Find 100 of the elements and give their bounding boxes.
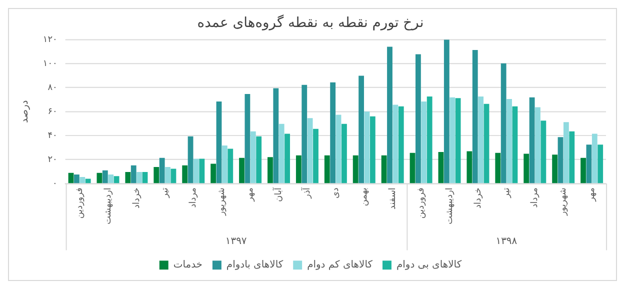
bar bbox=[416, 54, 421, 184]
bar bbox=[74, 174, 80, 184]
y-tick-label: ۶۰ bbox=[48, 106, 58, 117]
bar bbox=[450, 97, 456, 184]
bar bbox=[370, 116, 376, 184]
legend-label: کالاهای کم دوام bbox=[307, 260, 373, 271]
bar bbox=[598, 144, 604, 184]
bar bbox=[239, 158, 244, 184]
bar bbox=[330, 82, 336, 184]
bar bbox=[114, 176, 120, 184]
bar bbox=[569, 131, 575, 184]
x-tick-label: فروردین bbox=[74, 188, 85, 219]
bar bbox=[278, 124, 284, 184]
x-tick-label: اردیبهشت bbox=[103, 188, 114, 224]
bar bbox=[540, 120, 546, 184]
y-tick-label: ۸۰ bbox=[48, 82, 58, 93]
bar bbox=[336, 114, 342, 184]
bar bbox=[524, 154, 530, 184]
x-tick-label: آبان bbox=[272, 187, 284, 202]
text: ۱۳۹۷ bbox=[225, 236, 248, 247]
x-tick-label: آذر bbox=[300, 187, 313, 200]
x-tick-label: مرداد bbox=[530, 187, 540, 208]
bar bbox=[426, 96, 432, 184]
bar bbox=[392, 104, 398, 184]
bar bbox=[216, 102, 222, 184]
bar bbox=[268, 157, 273, 184]
bar bbox=[324, 155, 330, 184]
bar bbox=[228, 148, 234, 184]
bar bbox=[296, 155, 302, 184]
y-tick-label: ۱۰۰ bbox=[42, 58, 58, 69]
x-tick-label: تیر bbox=[160, 187, 170, 199]
x-tick-label: دی bbox=[330, 188, 342, 199]
bar bbox=[96, 172, 102, 184]
bar bbox=[484, 104, 490, 184]
bar bbox=[142, 172, 148, 184]
bar bbox=[273, 88, 279, 184]
x-tick-label: اردیبهشت bbox=[444, 188, 455, 224]
bar bbox=[472, 50, 478, 184]
bar bbox=[250, 131, 256, 184]
bar bbox=[535, 107, 540, 184]
bar bbox=[529, 97, 535, 184]
x-tick-label: فروردین bbox=[416, 188, 426, 219]
bar bbox=[358, 76, 364, 184]
y-tick-label: ۱۲۰ bbox=[42, 34, 58, 45]
bar bbox=[170, 168, 176, 184]
bar bbox=[466, 151, 472, 184]
bar bbox=[586, 144, 592, 184]
bar bbox=[398, 106, 404, 184]
bar bbox=[381, 155, 387, 184]
bar bbox=[495, 152, 501, 184]
bar bbox=[125, 172, 131, 184]
y-tick-label: ۴۰ bbox=[48, 130, 58, 141]
bar bbox=[136, 172, 142, 184]
bar bbox=[85, 178, 91, 184]
bar bbox=[421, 102, 427, 184]
bar bbox=[256, 136, 262, 184]
legend-label: کالاهای بادوام bbox=[226, 260, 284, 271]
x-tick-label: اسفند bbox=[388, 188, 398, 210]
bar bbox=[307, 118, 313, 184]
bar bbox=[512, 106, 518, 184]
bar bbox=[182, 165, 188, 184]
x-tick-label: شهریور bbox=[558, 188, 569, 216]
chart-title: نرخ تورم نقطه به نقطه گروه‌های عمده bbox=[197, 14, 424, 31]
x-tick-label: مهر bbox=[587, 187, 598, 202]
bar bbox=[302, 84, 308, 184]
bar bbox=[558, 137, 564, 184]
legend-label: خدمات bbox=[173, 260, 202, 271]
x-tick-label: مهر bbox=[246, 187, 256, 202]
bar bbox=[154, 167, 160, 184]
bar bbox=[410, 152, 416, 184]
bar bbox=[478, 96, 484, 184]
legend-label: کالاهای بی دوام bbox=[396, 260, 462, 271]
x-tick-label: مرداد bbox=[188, 187, 199, 208]
bar bbox=[563, 122, 569, 184]
bar bbox=[580, 158, 586, 184]
bar bbox=[210, 164, 216, 184]
bar bbox=[222, 145, 228, 184]
bar bbox=[455, 98, 461, 184]
bar bbox=[80, 177, 86, 184]
bar bbox=[438, 152, 444, 184]
x-tick-label: خرداد bbox=[473, 188, 484, 208]
x-tick-label: بهمن bbox=[359, 188, 370, 206]
bar bbox=[130, 165, 136, 184]
bar bbox=[342, 124, 347, 184]
bar bbox=[592, 134, 598, 184]
x-tick-label: شهریور bbox=[217, 188, 228, 216]
bar bbox=[500, 63, 506, 184]
bar bbox=[387, 46, 392, 184]
bar bbox=[165, 167, 170, 184]
bar bbox=[313, 128, 318, 184]
bar bbox=[102, 170, 108, 184]
bar bbox=[199, 158, 205, 184]
bar bbox=[364, 111, 370, 184]
y-axis-title: درصد bbox=[20, 100, 31, 124]
bar bbox=[244, 94, 250, 184]
y-tick-label: ۲۰ bbox=[48, 154, 58, 165]
bar bbox=[352, 155, 358, 184]
bar bbox=[284, 134, 290, 184]
text: ۱۳۹۸ bbox=[496, 236, 518, 247]
y-tick-label: ۰ bbox=[52, 178, 58, 189]
